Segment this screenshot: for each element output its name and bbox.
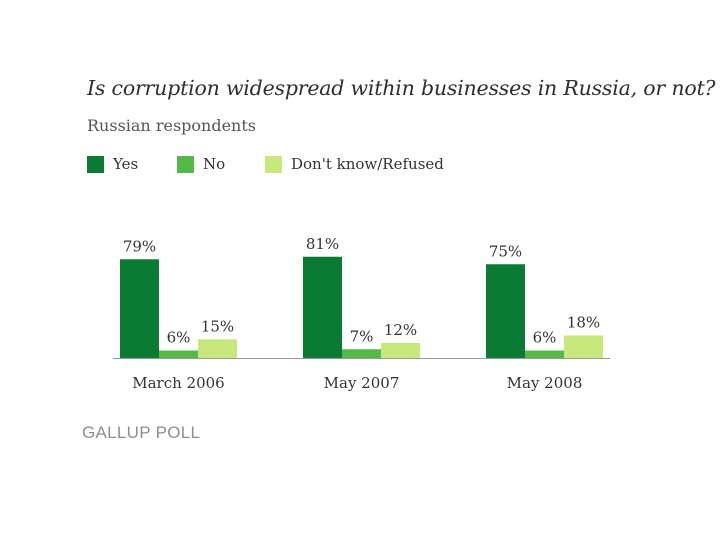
legend-swatch-dont-know — [265, 155, 282, 173]
legend-label-yes: Yes — [113, 155, 139, 173]
bar-no-may-2007 — [342, 349, 381, 358]
chart-subtitle: Russian respondents — [87, 116, 256, 135]
data-label-no-march-2006: 6% — [167, 329, 191, 347]
bar-don-t-know-refused-march-2006 — [198, 339, 237, 358]
bar-yes-may-2007 — [303, 256, 342, 358]
legend-swatch-no — [177, 155, 194, 173]
legend-item-dont-know: Don't know/Refused — [265, 155, 444, 173]
bar-yes-march-2006 — [120, 259, 159, 358]
legend-item-no: No — [177, 155, 265, 173]
gallup-poll-logo: GALLUP POLL — [82, 423, 201, 442]
data-label-don-t-know-refused-march-2006: 15% — [201, 317, 234, 335]
category-label-may-2007: May 2007 — [324, 374, 400, 392]
data-label-no-may-2007: 7% — [350, 327, 374, 345]
data-label-yes-march-2006: 79% — [123, 237, 156, 255]
category-label-march-2006: March 2006 — [132, 374, 224, 392]
legend-swatch-yes — [87, 155, 104, 173]
bar-don-t-know-refused-may-2007 — [381, 343, 420, 358]
bar-no-march-2006 — [159, 350, 198, 358]
data-label-yes-may-2007: 81% — [306, 235, 339, 253]
category-label-may-2008: May 2008 — [507, 374, 583, 392]
data-label-don-t-know-refused-may-2008: 18% — [567, 314, 600, 332]
legend: Yes No Don't know/Refused — [87, 155, 444, 173]
data-label-yes-may-2008: 75% — [489, 242, 522, 260]
data-label-no-may-2008: 6% — [533, 329, 557, 347]
data-label-don-t-know-refused-may-2007: 12% — [384, 321, 417, 339]
bar-no-may-2008 — [525, 350, 564, 358]
legend-item-yes: Yes — [87, 155, 177, 173]
bar-don-t-know-refused-may-2008 — [564, 335, 603, 358]
legend-label-dont-know: Don't know/Refused — [291, 155, 444, 173]
bar-yes-may-2008 — [486, 264, 525, 358]
chart-title: Is corruption widespread within business… — [87, 76, 716, 100]
legend-label-no: No — [203, 155, 226, 173]
